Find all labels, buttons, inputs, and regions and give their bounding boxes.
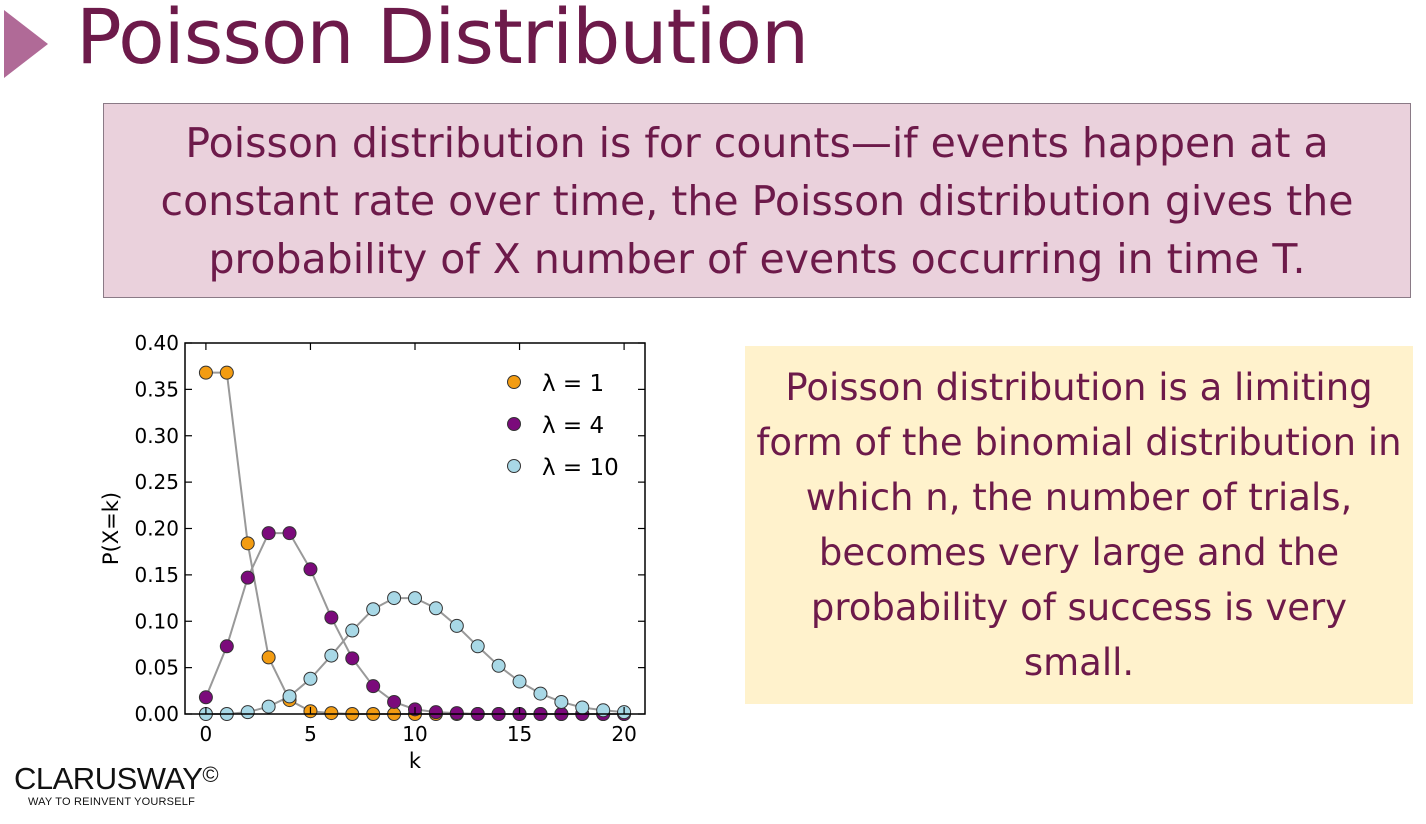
definition-text: Poisson distribution is for counts—if ev… <box>160 118 1354 283</box>
legend-marker-1 <box>507 417 521 431</box>
legend-marker-0 <box>507 375 521 389</box>
x-tick-label: 5 <box>304 722 317 746</box>
data-point-series1-k3 <box>261 526 276 541</box>
data-point-series0-k6 <box>324 706 339 721</box>
logo-wordmark: CLARUSWAY <box>14 761 203 796</box>
data-point-series0-k0 <box>198 365 213 380</box>
data-point-series2-k15 <box>512 674 527 689</box>
y-tick-label: 0.10 <box>134 609 179 633</box>
logo-name: CLARUSWAY© <box>14 761 219 796</box>
y-tick-label: 0.00 <box>134 702 179 726</box>
legend-label-2: λ = 10 <box>542 455 619 481</box>
legend-marker-2 <box>507 459 521 473</box>
x-tick-label: 0 <box>200 722 213 746</box>
data-point-series2-k17 <box>554 694 569 709</box>
copyright-symbol: © <box>202 762 219 787</box>
title-arrow-icon <box>4 10 48 78</box>
data-point-series1-k8 <box>366 679 381 694</box>
data-point-series2-k14 <box>491 658 506 673</box>
data-point-series2-k18 <box>575 700 590 715</box>
legend-label-0: λ = 1 <box>542 371 604 397</box>
y-tick-label: 0.05 <box>134 656 179 680</box>
legend: λ = 1 λ = 4 λ = 10 <box>507 371 619 481</box>
data-point-series2-k16 <box>533 686 548 701</box>
x-tick-label: 15 <box>507 722 532 746</box>
data-point-series0-k2 <box>240 536 255 551</box>
definition-box: Poisson distribution is for counts—if ev… <box>103 103 1411 298</box>
y-tick-label: 0.20 <box>134 517 179 541</box>
data-point-series2-k10 <box>408 591 422 606</box>
data-point-series2-k12 <box>449 618 464 633</box>
data-point-series2-k3 <box>261 699 276 714</box>
data-point-series2-k2 <box>240 705 255 720</box>
legend-label-1: λ = 4 <box>542 413 604 439</box>
x-tick-label: 20 <box>611 722 636 746</box>
data-point-series1-k2 <box>240 570 255 585</box>
clarusway-logo: CLARUSWAY© WAY TO REINVENT YOURSELF <box>14 761 219 809</box>
y-tick-label: 0.40 <box>134 331 179 355</box>
data-point-series2-k19 <box>596 703 611 718</box>
series-line-1 <box>204 532 625 715</box>
poisson-chart: 0 5 10 15 20 0.00 0.05 0.10 0.15 0.20 0.25 0.30 0.35… <box>99 331 646 773</box>
data-point-series1-k6 <box>324 610 339 625</box>
data-point-series1-k4 <box>282 526 297 541</box>
data-point-series2-k5 <box>303 671 318 686</box>
data-point-series1-k12 <box>449 706 464 721</box>
page-title: Poisson Distribution <box>76 0 809 81</box>
data-point-series1-k5 <box>303 562 318 577</box>
data-point-series0-k3 <box>261 650 276 665</box>
data-point-series2-k8 <box>366 602 381 617</box>
note-box: Poisson distribution is a limiting form … <box>745 346 1413 704</box>
plot-frame <box>184 342 646 715</box>
data-point-series1-k7 <box>345 651 360 666</box>
data-point-series1-k11 <box>428 705 443 720</box>
data-point-series2-k6 <box>324 648 339 663</box>
data-point-series1-k1 <box>219 639 234 654</box>
y-tick-label: 0.35 <box>134 377 179 401</box>
y-tick-label: 0.25 <box>134 470 179 494</box>
y-axis-label: P(X=k) <box>99 492 123 565</box>
y-tick-label: 0.30 <box>134 424 179 448</box>
data-point-series0-k1 <box>219 365 234 380</box>
note-text: Poisson distribution is a limiting form … <box>756 366 1402 684</box>
data-point-series2-k4 <box>282 689 297 704</box>
axis-ticks: 0 5 10 15 20 0.00 0.05 0.10 0.15 0.20 0.25 0.30 0.35… <box>134 331 645 746</box>
data-point-series1-k9 <box>387 694 402 709</box>
data-point-series2-k13 <box>470 639 485 654</box>
data-point-series1-k0 <box>198 690 213 705</box>
data-point-series2-k7 <box>345 623 360 638</box>
data-point-series2-k11 <box>428 601 443 616</box>
x-axis-label: k <box>409 749 422 773</box>
y-tick-label: 0.15 <box>134 563 179 587</box>
x-tick-label: 10 <box>402 722 427 746</box>
data-point-series2-k9 <box>387 591 402 606</box>
logo-tagline: WAY TO REINVENT YOURSELF <box>28 796 195 808</box>
